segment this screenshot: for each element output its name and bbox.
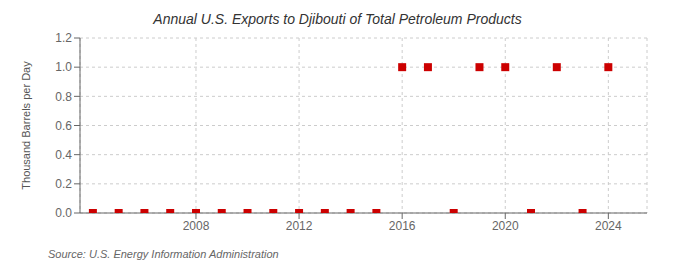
svg-text:0.8: 0.8 [55,90,72,104]
html-text:Annual U.S. Exports to Djibout: Annual U.S. Exports to Djibouti of Total… [153,11,522,27]
svg-text:2008: 2008 [183,219,210,233]
svg-text:0.4: 0.4 [55,148,72,162]
svg-text:2020: 2020 [492,219,519,233]
svg-text:0.2: 0.2 [55,177,72,191]
html-text:Source: U.S. Energy Informatio: Source: U.S. Energy Information Administ… [48,248,279,260]
svg-text:1.2: 1.2 [55,31,72,45]
svg-text:2024: 2024 [595,219,622,233]
svg-text:2016: 2016 [389,219,416,233]
svg-text:0.0: 0.0 [55,206,72,220]
svg-text:0.6: 0.6 [55,119,72,133]
svg-text:1.0: 1.0 [55,60,72,74]
svg-text:2012: 2012 [286,219,313,233]
svg-text:Thousand Barrels per Day: Thousand Barrels per Day [20,61,32,190]
